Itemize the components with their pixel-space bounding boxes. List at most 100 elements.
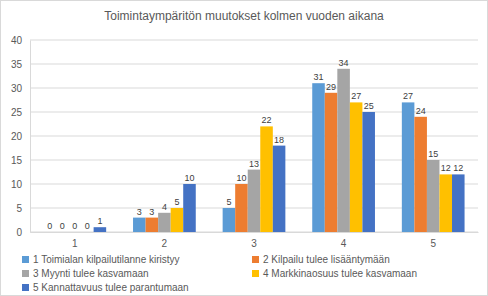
- grid-line: [30, 88, 478, 89]
- chart-title: Toimintaympäritön muutokset kolmen vuode…: [104, 9, 384, 23]
- data-label: 31: [314, 72, 324, 82]
- legend-swatch: [252, 256, 259, 263]
- grid-line: [30, 40, 478, 41]
- legend-label: 2 Kilpailu tulee lisääntymään: [263, 254, 390, 265]
- bar: [133, 218, 146, 232]
- y-tick-label: 20: [11, 131, 23, 142]
- bar: [248, 170, 261, 232]
- bar: [350, 102, 363, 232]
- y-tick: 0: [16, 227, 30, 238]
- legend-swatch: [22, 284, 29, 291]
- bar: [312, 83, 325, 232]
- data-label: 0: [72, 221, 77, 231]
- bars: [94, 69, 465, 232]
- bar: [43, 232, 56, 233]
- data-label: 29: [326, 82, 336, 92]
- legend-swatch: [22, 270, 29, 277]
- bar: [171, 208, 184, 232]
- y-tick: 15: [11, 155, 30, 166]
- data-label: 10: [236, 173, 246, 183]
- legend-item: 3 Myynti tulee kasvamaan: [22, 268, 149, 279]
- data-label: 34: [339, 58, 349, 68]
- y-tick: 30: [11, 83, 30, 94]
- bar: [402, 102, 415, 232]
- data-label: 0: [60, 221, 65, 231]
- y-tick-label: 15: [11, 155, 23, 166]
- legend: 1 Toimialan kilpailutilanne kiristyy 2 Ki…: [22, 254, 417, 293]
- data-label: 25: [364, 101, 374, 111]
- bar: [94, 227, 107, 232]
- data-label: 15: [428, 149, 438, 159]
- legend-label: 5 Kannattavuus tulee parantumaan: [33, 282, 189, 293]
- bar: [235, 184, 248, 232]
- data-label: 12: [441, 163, 451, 173]
- y-tick-label: 10: [11, 179, 23, 190]
- legend-item: 2 Kilpailu tulee lisääntymään: [252, 254, 390, 265]
- y-tick-label: 30: [11, 83, 23, 94]
- x-tick: 1: [72, 232, 78, 249]
- bar: [183, 184, 196, 232]
- x-axis: 1 2 3 4 5: [31, 232, 479, 249]
- y-tick: 35: [11, 59, 30, 70]
- y-tick-label: 0: [16, 227, 22, 238]
- y-tick: 20: [11, 131, 30, 142]
- bar: [273, 146, 286, 232]
- x-tick-label: 2: [162, 238, 168, 249]
- bar: [414, 117, 427, 232]
- legend-label: 3 Myynti tulee kasvamaan: [33, 268, 149, 279]
- grid-line: [30, 64, 478, 65]
- x-tick-label: 1: [72, 238, 78, 249]
- x-tick: 5: [430, 232, 436, 249]
- x-tick-label: 5: [430, 238, 436, 249]
- chart-border: [1, 1, 488, 296]
- y-tick: 40: [11, 35, 30, 46]
- data-labels: 0353127031029240413341505222712110182512: [47, 58, 463, 231]
- data-label: 1: [97, 216, 102, 226]
- data-label: 27: [403, 91, 413, 101]
- bar: [223, 208, 236, 232]
- data-label: 22: [262, 115, 272, 125]
- legend-item: 1 Toimialan kilpailutilanne kiristyy: [22, 254, 180, 265]
- bar: [337, 69, 350, 232]
- bar: [81, 232, 94, 233]
- data-label: 4: [162, 202, 167, 212]
- grid: [30, 40, 478, 232]
- bar: [427, 160, 440, 232]
- bar: [146, 218, 159, 232]
- bar: [362, 112, 375, 232]
- legend-swatch: [22, 256, 29, 263]
- legend-label: 1 Toimialan kilpailutilanne kiristyy: [33, 254, 180, 265]
- y-axis-line: [30, 41, 31, 233]
- x-tick: 3: [251, 232, 257, 249]
- bar: [325, 93, 338, 232]
- data-label: 24: [416, 106, 426, 116]
- y-axis: 0 5 10 15 20 25 30 35 40: [11, 35, 31, 238]
- legend-item: 4 Markkinaosuus tulee kasvamaan: [252, 268, 417, 279]
- bar: [452, 174, 465, 232]
- data-label: 3: [137, 207, 142, 217]
- x-tick: 2: [162, 232, 168, 249]
- y-tick: 10: [11, 179, 30, 190]
- y-tick-label: 40: [11, 35, 23, 46]
- data-label: 0: [47, 221, 52, 231]
- x-tick: 4: [341, 232, 347, 249]
- y-tick-label: 35: [11, 59, 23, 70]
- data-label: 5: [174, 197, 179, 207]
- legend-swatch: [252, 270, 259, 277]
- y-tick: 5: [16, 203, 30, 214]
- x-tick-label: 4: [341, 238, 347, 249]
- data-label: 5: [226, 197, 231, 207]
- bar: [69, 232, 82, 233]
- data-label: 18: [274, 135, 284, 145]
- data-label: 13: [249, 159, 259, 169]
- y-tick: 25: [11, 107, 30, 118]
- legend-item: 5 Kannattavuus tulee parantumaan: [22, 282, 189, 293]
- x-axis-line: [31, 232, 479, 233]
- legend-label: 4 Markkinaosuus tulee kasvamaan: [263, 268, 417, 279]
- data-label: 0: [85, 221, 90, 231]
- data-label: 10: [184, 173, 194, 183]
- data-label: 12: [453, 163, 463, 173]
- bar: [158, 213, 171, 232]
- y-tick-label: 25: [11, 107, 23, 118]
- bar: [56, 232, 69, 233]
